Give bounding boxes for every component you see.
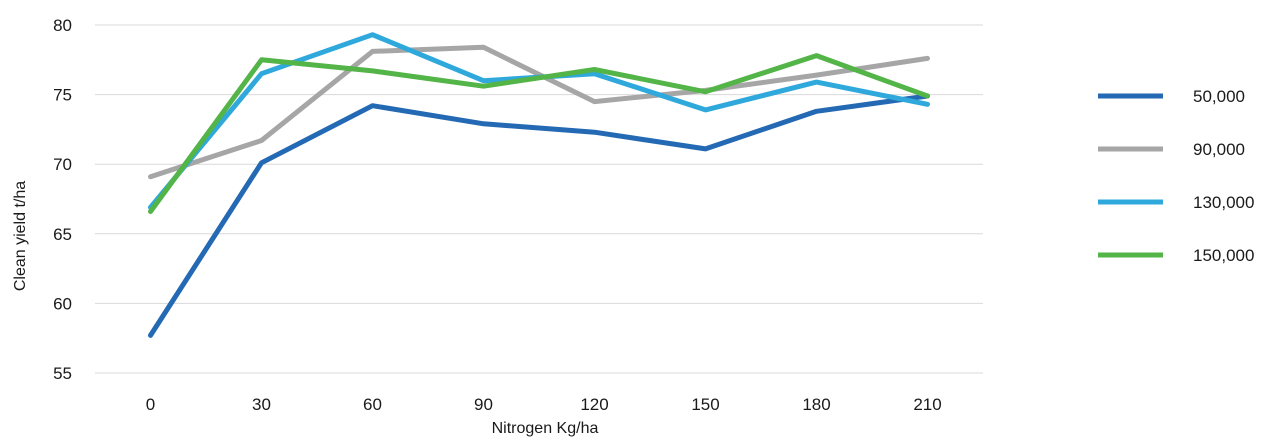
x-tick-label: 210	[913, 395, 941, 414]
x-tick-label: 0	[146, 395, 155, 414]
series-lines	[148, 32, 930, 338]
legend-label: 50,000	[1193, 87, 1245, 106]
x-axis-title: Nitrogen Kg/ha	[492, 420, 599, 437]
legend-label: 90,000	[1193, 140, 1245, 159]
x-tick-label: 90	[474, 395, 493, 414]
x-tick-label: 60	[363, 395, 382, 414]
y-tick-label: 55	[53, 364, 72, 383]
legend: 50,000 90,000 130,000 150,000	[1098, 87, 1254, 265]
series-line-150000	[148, 53, 930, 214]
x-tick-label: 180	[802, 395, 830, 414]
y-tick-label: 60	[53, 294, 72, 313]
x-axis-ticks: 0 30 60 90 120 150 180 210	[146, 395, 942, 414]
x-tick-label: 30	[252, 395, 271, 414]
legend-label: 150,000	[1193, 246, 1254, 265]
series-line-90000	[148, 44, 930, 180]
y-tick-label: 75	[53, 86, 72, 105]
y-axis-title: Clean yield t/ha	[12, 181, 29, 291]
x-tick-label: 120	[580, 395, 608, 414]
y-axis-ticks: 55 60 65 70 75 80	[53, 16, 72, 383]
y-tick-label: 70	[53, 155, 72, 174]
y-tick-label: 65	[53, 225, 72, 244]
legend-label: 130,000	[1193, 193, 1254, 212]
x-tick-label: 150	[691, 395, 719, 414]
series-line-50000	[148, 93, 930, 338]
y-tick-label: 80	[53, 16, 72, 35]
